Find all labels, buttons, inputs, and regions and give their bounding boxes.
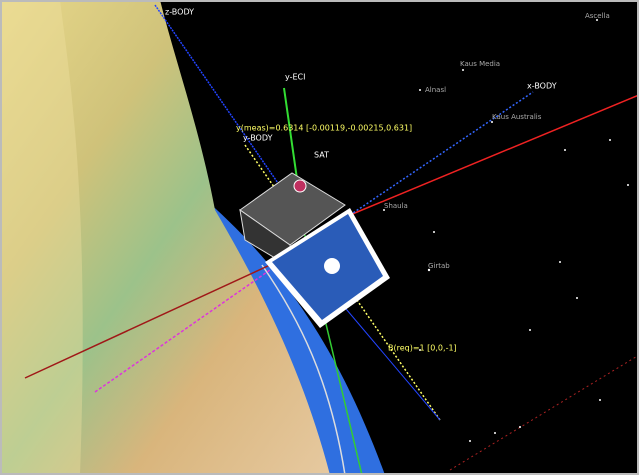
- x-body-axis: [349, 91, 534, 216]
- sat-logo: [324, 258, 340, 274]
- earth-highlight: [0, 0, 83, 475]
- star-label: Shaula: [384, 202, 408, 210]
- x-eci-axis: [349, 94, 639, 216]
- measurement-label: y(meas)=0.6314 [-0.00119,-0.00215,0.631]: [236, 124, 412, 133]
- satellite-label: SAT: [314, 151, 329, 160]
- orbit-line: [261, 264, 346, 475]
- satellite: [239, 172, 390, 328]
- star-label: Girtab: [428, 262, 450, 270]
- b-req-label: B(req)=1 [0,0,-1]: [388, 344, 457, 353]
- velocity-axis: [24, 264, 271, 379]
- z-body-axis: [154, 4, 301, 216]
- axis-label: y-BODY: [243, 134, 273, 143]
- sat-port: [293, 179, 307, 193]
- orbit-trace: [449, 354, 639, 471]
- star-label: Kaus Media: [460, 60, 500, 68]
- star-label: Ascella: [585, 12, 610, 20]
- z-body-neg-axis: [329, 289, 441, 421]
- axis-label: z-BODY: [165, 8, 194, 17]
- axis-label: x-BODY: [527, 82, 557, 91]
- star-field: [383, 19, 629, 442]
- magnetic-axis: [94, 269, 271, 393]
- earth: [0, 0, 330, 475]
- axis-label: y-ECI: [285, 73, 305, 82]
- star-label: Kaus Australis: [492, 113, 542, 121]
- star-label: Alnasl: [425, 86, 446, 94]
